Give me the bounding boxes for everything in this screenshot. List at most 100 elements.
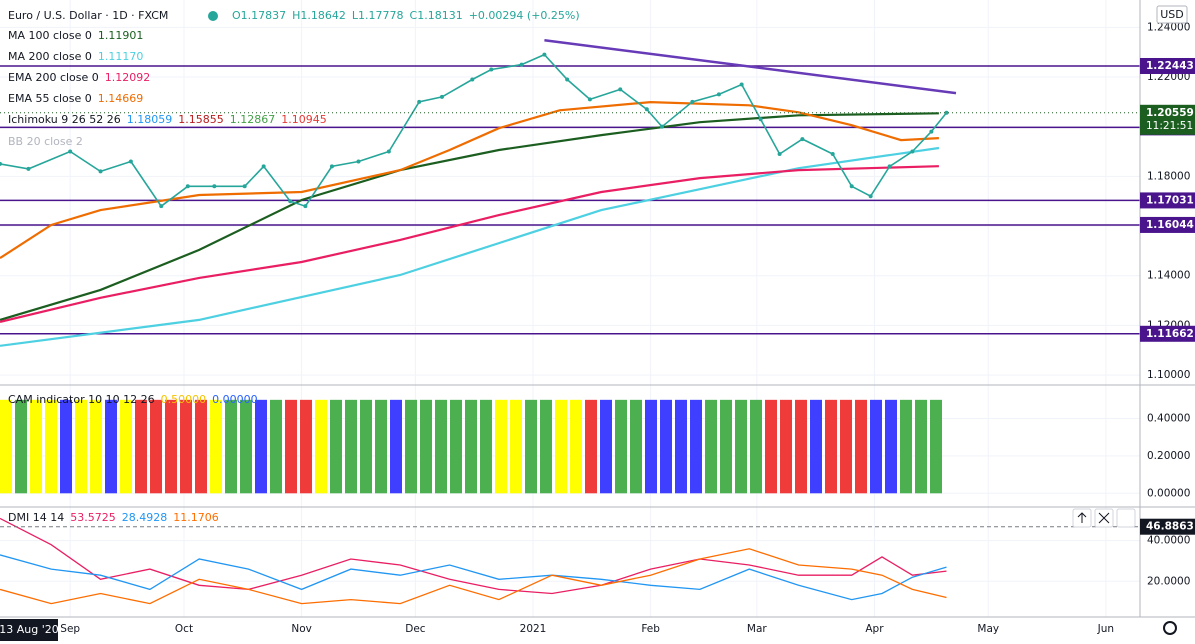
ohlc-value: O1.17837: [232, 9, 286, 22]
cam-bar: [795, 399, 807, 494]
cam-bar: [165, 399, 177, 494]
level-label-box: [1140, 216, 1195, 233]
cam-bar: [555, 399, 567, 494]
close-point: [716, 92, 721, 97]
cam-bar: [420, 399, 432, 494]
last-price-box: [1140, 104, 1195, 135]
level-label: 1.17031: [1146, 194, 1194, 206]
legend-value: 1.15855: [178, 113, 224, 126]
x-tick-label: Dec: [405, 623, 426, 635]
cam-bar: [600, 399, 612, 494]
cam-bar: [765, 399, 777, 494]
cam-bar: [885, 399, 897, 494]
indicator-line: [0, 112, 939, 321]
y-tick-label: 0.00000: [1147, 487, 1190, 499]
cam-bar: [465, 399, 477, 494]
close-point: [26, 166, 31, 171]
cam-bar: [360, 399, 372, 494]
cam-bar: [645, 399, 657, 494]
pane-buttons: [1072, 508, 1136, 528]
close-point: [849, 184, 854, 189]
cam-bar: [375, 399, 387, 494]
y-tick-label: 20.0000: [1147, 575, 1190, 587]
cam-bar: [585, 399, 597, 494]
cam-bar: [525, 399, 537, 494]
close-point: [356, 159, 361, 164]
indicator-line: [0, 100, 939, 260]
legend-entry: DMI 14 14 53.5725 28.4928 11.1706: [8, 511, 219, 524]
indicator-line: [0, 548, 947, 605]
legend-value: 11.1706: [173, 511, 219, 524]
cam-bar: [915, 399, 927, 494]
close-point: [303, 204, 308, 209]
marker-box: [1140, 518, 1195, 535]
cam-bar: [660, 399, 672, 494]
cam-bar: [675, 399, 687, 494]
cam-bar: [510, 399, 522, 494]
close-point: [868, 194, 873, 199]
cam-bar: [435, 399, 447, 494]
legend-name: EMA 200 close 0: [8, 71, 99, 84]
legend-entry: EMA 55 close 0 1.14669: [8, 92, 143, 105]
last-price-time: 11:21:51: [1146, 120, 1193, 132]
close-point: [887, 164, 892, 169]
level-label: 1.16044: [1146, 219, 1194, 231]
y-tick-label: 0.20000: [1147, 450, 1190, 462]
cam-bar: [390, 399, 402, 494]
settings-button[interactable]: [1163, 621, 1177, 635]
level-label-box: [1140, 192, 1195, 209]
close-point: [261, 164, 266, 169]
close-point: [288, 199, 293, 204]
cam-bar: [105, 399, 117, 494]
close-point: [0, 161, 2, 166]
cam-bar: [540, 399, 552, 494]
x-tick-label: Jun: [1097, 623, 1114, 635]
cam-bar: [855, 399, 867, 494]
cam-bar: [330, 399, 342, 494]
legend-value: 28.4928: [122, 511, 168, 524]
grid: [0, 0, 1140, 617]
close-point: [470, 77, 475, 82]
cam-bar: [30, 399, 42, 494]
indicator-line: [0, 517, 947, 595]
currency-button[interactable]: [1156, 5, 1188, 24]
y-tick-label: 40.0000: [1147, 535, 1190, 547]
legend-value: 1.12092: [105, 71, 151, 84]
close-icon: [1098, 512, 1110, 524]
close-point: [618, 87, 623, 92]
cursor-date-box: [0, 619, 58, 641]
cam-bar: [870, 399, 882, 494]
legend-value: 1.12867: [230, 113, 276, 126]
cam-bar: [615, 399, 627, 494]
legend-name: DMI 14 14: [8, 511, 64, 524]
close-point: [739, 82, 744, 87]
close-point: [519, 62, 524, 67]
close-point: [386, 149, 391, 154]
cam-bar: [135, 399, 147, 494]
legend-entry: Ichimoku 9 26 52 26 1.18059 1.15855 1.12867…: [8, 113, 327, 126]
cam-bar: [840, 399, 852, 494]
cam-bar: [495, 399, 507, 494]
close-point: [644, 107, 649, 112]
cam-bar: [315, 399, 327, 494]
indicator-line: [0, 146, 940, 347]
cam-bar: [750, 399, 762, 494]
close-point: [329, 164, 334, 169]
indicator-line: [0, 165, 939, 323]
close-point: [212, 184, 217, 189]
cam-bar: [930, 399, 942, 494]
close-point: [242, 184, 247, 189]
y-tick-label: 1.18000: [1147, 170, 1190, 182]
legend-value: 0.00000: [212, 393, 258, 406]
legend-name: Ichimoku 9 26 52 26: [8, 113, 121, 126]
ohlc-value: H1.18642: [292, 9, 346, 22]
x-tick-label: Feb: [641, 623, 660, 635]
x-tick-label: Apr: [865, 623, 884, 635]
maximize-button[interactable]: [1116, 508, 1136, 528]
close-point: [910, 149, 915, 154]
x-tick-label: Oct: [175, 623, 193, 635]
legend-value: 1.11901: [98, 29, 144, 42]
x-tick-label: Nov: [291, 623, 312, 635]
cam-bar: [15, 399, 27, 494]
